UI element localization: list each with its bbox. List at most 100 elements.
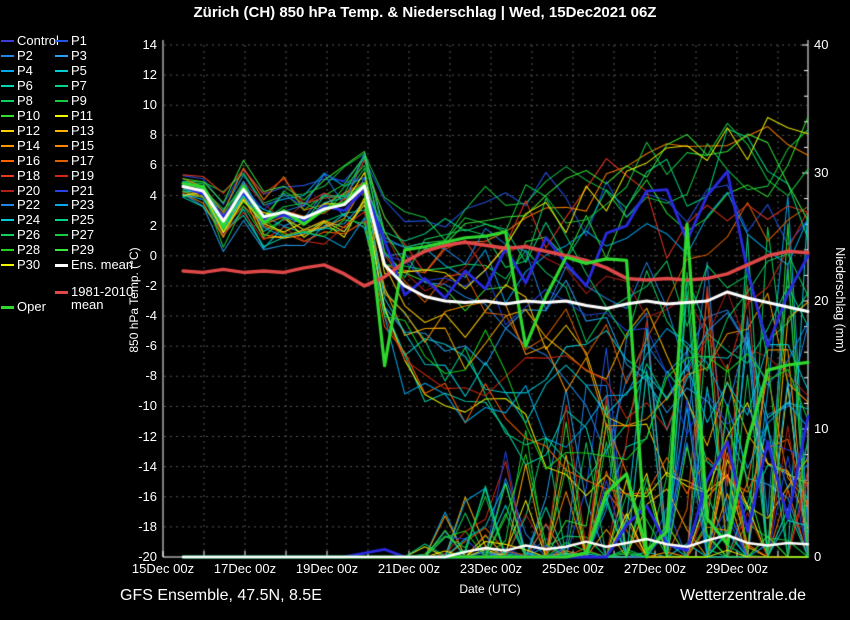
legend-label: P22 — [17, 197, 41, 213]
legend-color-swatch — [55, 84, 68, 87]
legend-label: P21 — [71, 182, 95, 198]
legend-label: P23 — [71, 197, 95, 213]
legend-label: P25 — [71, 212, 95, 228]
legend-color-swatch — [1, 159, 14, 162]
x-axis-tick-label: 21Dec 00z — [377, 561, 441, 576]
legend-label: P28 — [17, 242, 41, 258]
y-axis-left-tick-label: 8 — [149, 127, 157, 143]
y-axis-left-tick-label: 4 — [149, 187, 157, 203]
page-title: Zürich (CH) 850 hPa Temp. & Niederschlag… — [193, 4, 657, 21]
x-axis-tick-label: 29Dec 00z — [705, 561, 769, 576]
legend-color-swatch — [1, 264, 14, 267]
y-axis-right-tick-label: 30 — [814, 165, 829, 180]
legend-label: P7 — [71, 77, 87, 93]
legend-color-swatch — [1, 84, 14, 87]
legend-color-swatch — [1, 99, 14, 102]
y-axis-left-tick-label: 14 — [142, 37, 157, 52]
legend-label: P8 — [17, 92, 33, 108]
legend-label: P1 — [71, 33, 87, 48]
legend-color-swatch — [1, 305, 14, 309]
legend-label: P14 — [17, 137, 41, 153]
legend-label: P3 — [71, 47, 87, 63]
legend-color-swatch — [1, 69, 14, 72]
legend-label: P29 — [71, 242, 95, 258]
legend-color-swatch — [55, 40, 68, 42]
legend-color-swatch — [55, 189, 68, 192]
y-axis-right-tick-label: 40 — [814, 37, 829, 52]
legend-color-swatch — [1, 144, 14, 147]
legend-color-swatch — [55, 249, 68, 252]
legend-color-swatch — [1, 204, 14, 207]
legend-color-swatch — [1, 40, 14, 42]
legend-color-swatch — [55, 234, 68, 237]
y-axis-left-tick-label: -6 — [145, 338, 157, 354]
legend-color-swatch — [55, 114, 68, 117]
legend-label: P12 — [17, 122, 41, 138]
y-axis-left-tick-label: 10 — [142, 97, 157, 113]
x-axis-title: Date (UTC) — [459, 582, 521, 596]
legend-color-swatch — [55, 129, 68, 132]
x-axis-tick-label: 25Dec 00z — [541, 561, 605, 576]
legend-color-swatch — [1, 234, 14, 237]
legend-label: P30 — [17, 257, 41, 273]
legend-color-swatch — [55, 219, 68, 222]
legend-color-swatch — [55, 54, 68, 57]
legend-label: P26 — [17, 227, 41, 243]
y-axis-right-tick-label: 20 — [814, 293, 829, 308]
legend-label: P18 — [17, 167, 41, 183]
legend-color-swatch — [1, 114, 14, 117]
legend-color-swatch — [55, 204, 68, 207]
y-axis-left-tick-label: -16 — [138, 488, 157, 504]
y-axis-right-title: Niederschlag (mm) — [833, 247, 847, 353]
footer-brand: Wetterzentrale.de — [680, 587, 806, 604]
legend-label: Ens. mean — [71, 257, 134, 273]
y-axis-left-tick-label: -14 — [138, 458, 157, 474]
legend-color-swatch — [55, 99, 68, 102]
legend-color-swatch — [55, 159, 68, 162]
legend-label: P15 — [71, 137, 95, 153]
legend-label: P11 — [71, 107, 94, 123]
y-axis-left-tick-label: 2 — [149, 217, 157, 233]
legend-label: P6 — [17, 77, 33, 93]
legend-label: P27 — [71, 227, 95, 243]
legend-color-swatch — [1, 249, 14, 252]
x-axis-tick-label: 23Dec 00z — [459, 561, 523, 576]
y-axis-right-tick-label: 10 — [814, 421, 829, 436]
legend-label: P5 — [71, 62, 87, 78]
legend-color-swatch — [55, 263, 68, 267]
legend-color-swatch — [1, 129, 14, 132]
legend-color-swatch — [55, 144, 68, 147]
legend-color-swatch — [1, 219, 14, 222]
legend-color-swatch — [55, 290, 68, 294]
legend-color-swatch — [1, 189, 14, 192]
legend-label: P4 — [17, 62, 33, 78]
legend-color-swatch — [55, 69, 68, 72]
y-axis-left-tick-label: -12 — [138, 428, 157, 444]
legend-label: Oper — [17, 299, 46, 315]
legend-label: P24 — [17, 212, 41, 228]
x-axis-tick-label: 15Dec 00z — [131, 561, 195, 576]
y-axis-left-tick-label: -8 — [145, 368, 157, 384]
legend-label: 1981-2010 mean — [71, 284, 134, 313]
y-axis-left-title: 850 hPa Temp. (°C) — [127, 247, 141, 353]
x-axis-tick-label: 17Dec 00z — [213, 561, 277, 576]
legend-label: Control — [17, 33, 59, 48]
y-axis-left-tick-label: -20 — [138, 549, 157, 564]
legend-color-swatch — [1, 174, 14, 177]
y-axis-left-tick-label: -2 — [145, 277, 157, 293]
legend-label: P20 — [17, 182, 41, 198]
y-axis-left-tick-label: -18 — [138, 518, 157, 534]
y-axis-right-tick-label: 0 — [814, 549, 822, 564]
legend-label: P19 — [71, 167, 95, 183]
y-axis-left-tick-label: 12 — [142, 67, 157, 83]
y-axis-left-tick-label: -10 — [138, 398, 157, 414]
legend-label: P2 — [17, 47, 33, 63]
x-axis-tick-label: 19Dec 00z — [295, 561, 359, 576]
legend-label: P16 — [17, 152, 41, 168]
legend-color-swatch — [55, 174, 68, 177]
y-axis-left-tick-label: -4 — [145, 308, 157, 324]
legend-label: P9 — [71, 92, 87, 108]
legend-label: P13 — [71, 122, 95, 138]
